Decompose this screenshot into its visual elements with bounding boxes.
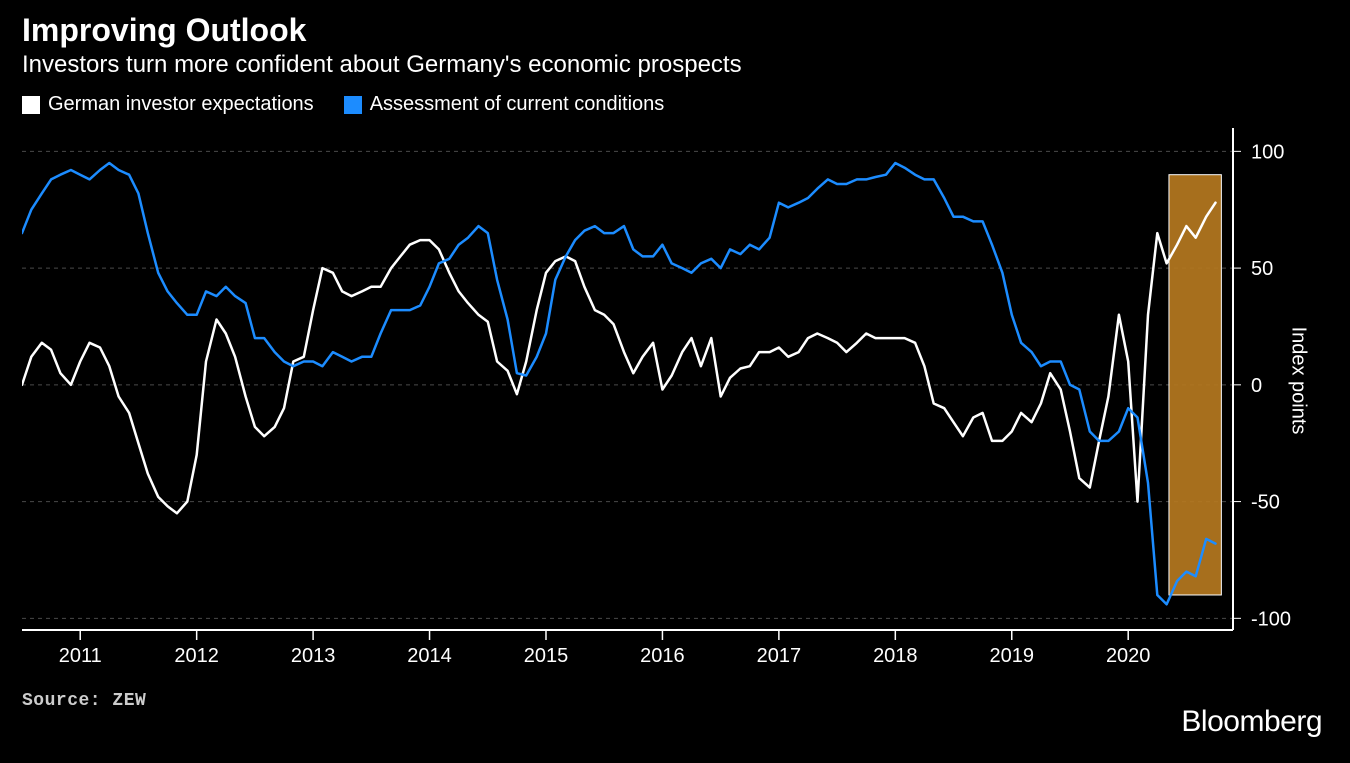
y-axis-title: Index points xyxy=(1287,327,1310,435)
chart-legend: German investor expectations Assessment o… xyxy=(0,89,1350,120)
y-tick-label: 0 xyxy=(1251,375,1262,397)
x-tick-label: 2019 xyxy=(990,645,1035,667)
legend-swatch xyxy=(22,96,40,114)
branding-label: Bloomberg xyxy=(1181,705,1322,739)
legend-label: German investor expectations xyxy=(48,93,314,116)
x-tick-label: 2012 xyxy=(174,645,219,667)
x-tick-label: 2013 xyxy=(291,645,336,667)
chart-title: Improving Outlook xyxy=(0,0,1350,51)
x-tick-label: 2014 xyxy=(407,645,452,667)
y-tick-label: 50 xyxy=(1251,258,1273,280)
x-tick-label: 2020 xyxy=(1106,645,1151,667)
chart-svg: -100 -50 0 50 100 2011 2012 2013 2014 2015 2016 201… xyxy=(22,120,1328,680)
legend-item: Assessment of current conditions xyxy=(344,93,665,116)
chart-subtitle: Investors turn more confident about Germ… xyxy=(0,51,1350,89)
legend-swatch xyxy=(344,96,362,114)
x-tick-label: 2018 xyxy=(873,645,918,667)
y-tick-label: -100 xyxy=(1251,608,1291,630)
x-tick-label: 2016 xyxy=(640,645,685,667)
legend-item: German investor expectations xyxy=(22,93,314,116)
plot-area: -100 -50 0 50 100 2011 2012 2013 2014 2015 2016 201… xyxy=(22,120,1328,685)
x-tick-label: 2017 xyxy=(757,645,802,667)
legend-label: Assessment of current conditions xyxy=(370,93,665,116)
source-label: Source: ZEW xyxy=(0,685,1350,711)
y-tick-label: -50 xyxy=(1251,492,1280,514)
x-tick-label: 2011 xyxy=(59,645,102,667)
y-tick-label: 100 xyxy=(1251,141,1284,163)
series-line xyxy=(22,163,1216,604)
x-tick-label: 2015 xyxy=(524,645,569,667)
chart-container: Improving Outlook Investors turn more co… xyxy=(0,0,1350,763)
